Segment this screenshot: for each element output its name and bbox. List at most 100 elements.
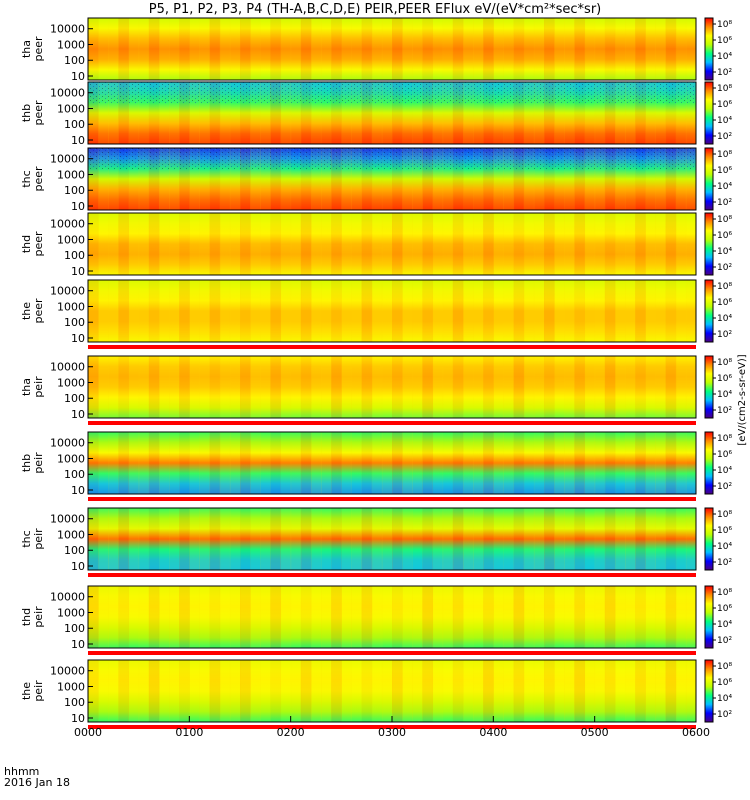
time-strip — [169, 508, 180, 570]
time-strip — [219, 586, 231, 648]
time-strip — [513, 148, 525, 210]
time-strip — [574, 18, 586, 80]
time-strip — [473, 18, 484, 80]
time-strip — [260, 356, 271, 418]
time-strip — [554, 18, 565, 80]
time-strip — [493, 18, 504, 80]
time-strip — [392, 213, 403, 275]
colorbar-tick-label: 10⁴ — [717, 116, 732, 126]
time-strip — [179, 432, 190, 494]
time-strip — [635, 213, 646, 275]
time-strip — [422, 280, 434, 342]
time-strip — [584, 18, 596, 80]
time-strip — [128, 508, 140, 570]
time-strip — [108, 148, 119, 210]
time-strip — [381, 213, 393, 275]
panel-probe-label: the — [20, 302, 33, 320]
time-strip — [513, 586, 525, 648]
time-strip — [503, 82, 515, 144]
time-strip — [321, 280, 332, 342]
time-strip — [371, 586, 383, 648]
time-strip — [98, 18, 109, 80]
time-strip — [473, 356, 484, 418]
time-strip — [665, 432, 677, 494]
time-strip — [564, 82, 575, 144]
time-strip — [544, 508, 555, 570]
time-strip — [321, 18, 332, 80]
time-strip — [412, 660, 423, 722]
time-strip — [462, 432, 474, 494]
time-strip — [199, 508, 211, 570]
time-strip — [412, 586, 423, 648]
time-strip — [533, 432, 545, 494]
time-strip — [452, 356, 464, 418]
y-tick-label: 1000 — [57, 233, 85, 246]
time-strip — [310, 82, 322, 144]
colorbar-tick-label: 10⁴ — [717, 620, 732, 630]
time-strip — [564, 432, 575, 494]
time-strip — [594, 148, 606, 210]
time-strip — [442, 586, 454, 648]
time-strip — [88, 280, 99, 342]
time-strip — [513, 18, 525, 80]
time-strip — [523, 432, 535, 494]
panel-frame — [87, 279, 697, 343]
time-strip — [503, 356, 515, 418]
time-strip — [108, 586, 119, 648]
panel-the-peir: 10 100 1000 10000 the peir 10² 10⁴ 10⁶ 10⁸ — [20, 659, 732, 729]
panel-probe-label: thc — [20, 530, 33, 547]
colorbar-tick-label: 10⁶ — [717, 298, 732, 308]
time-strip — [118, 148, 130, 210]
time-strip — [179, 280, 190, 342]
time-strip — [432, 148, 444, 210]
time-strip — [229, 280, 241, 342]
time-strip — [483, 148, 494, 210]
time-strip — [655, 432, 667, 494]
time-strip — [260, 432, 271, 494]
time-strip — [604, 508, 616, 570]
time-strip — [574, 280, 586, 342]
time-strip — [554, 280, 565, 342]
time-strip — [260, 148, 271, 210]
panel-the-peer: 10 100 1000 10000 the peer 10² 10⁴ 10⁶ 10⁸ — [20, 279, 732, 349]
time-strip — [594, 508, 606, 570]
time-strip — [584, 82, 596, 144]
time-strip — [300, 82, 312, 144]
time-strip — [685, 660, 697, 722]
time-strip — [209, 18, 221, 80]
time-strip — [209, 660, 221, 722]
time-strip — [351, 18, 363, 80]
colorbar-tick-label: 10⁶ — [717, 36, 732, 46]
y-tick-label: 100 — [64, 54, 85, 67]
time-strip — [381, 586, 393, 648]
colorbar-tick-label: 10⁶ — [717, 231, 732, 241]
time-strip — [169, 18, 180, 80]
time-strip — [280, 213, 292, 275]
x-tick-label: 0200 — [277, 726, 305, 739]
time-strip — [240, 213, 251, 275]
time-strip — [432, 213, 444, 275]
time-strip — [381, 82, 393, 144]
colorbar-tick-label: 10⁸ — [717, 150, 732, 160]
colorbar-tick-label: 10⁸ — [717, 434, 732, 444]
time-strip — [321, 660, 332, 722]
y-tick-label: 10 — [71, 134, 85, 147]
time-strip — [341, 82, 352, 144]
time-strip — [98, 508, 109, 570]
time-strip — [635, 82, 646, 144]
time-strip — [564, 148, 575, 210]
time-strip — [280, 586, 292, 648]
time-strip — [169, 660, 180, 722]
time-strip — [554, 432, 565, 494]
colorbar-tick-label: 10⁴ — [717, 314, 732, 324]
time-strip — [544, 213, 555, 275]
time-strip — [199, 148, 211, 210]
time-strip — [280, 18, 292, 80]
time-strip — [199, 660, 211, 722]
time-strip — [148, 148, 160, 210]
time-strip — [179, 356, 190, 418]
time-strip — [564, 586, 575, 648]
panel-frame — [87, 212, 697, 276]
time-strip — [321, 432, 332, 494]
time-strip — [270, 213, 282, 275]
